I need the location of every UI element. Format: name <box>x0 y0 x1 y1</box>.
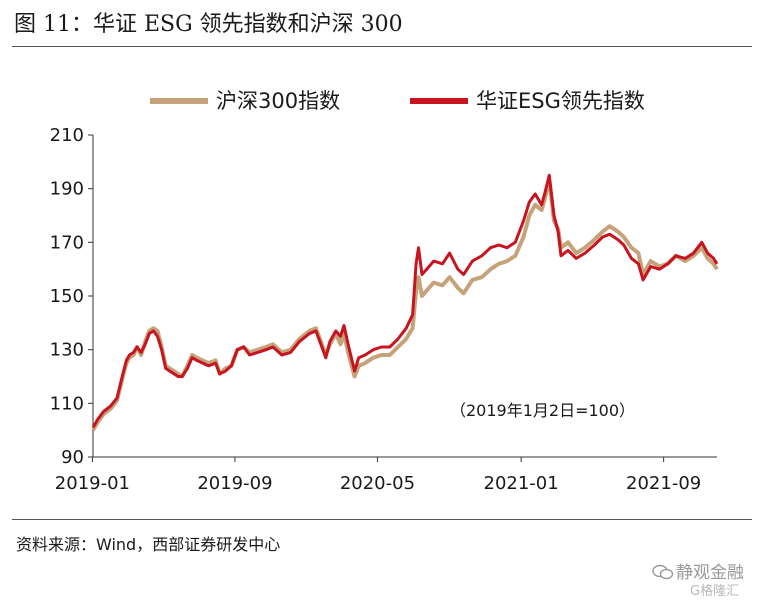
y-tick-label: 90 <box>61 447 84 468</box>
source-note: 资料来源：Wind，西部证券研发中心 <box>16 535 281 554</box>
chart-legend: 沪深300指数 华证ESG领先指数 <box>150 89 645 113</box>
x-tick-label: 2019-01 <box>55 473 130 494</box>
watermark-text: 静观金融 <box>676 563 744 583</box>
legend-label-1: 沪深300指数 <box>216 89 340 113</box>
y-tick-label: 130 <box>50 340 84 361</box>
y-tick-label: 150 <box>50 286 84 307</box>
line-chart: 90 110 130 150 170 190 210 2019-01 2019-09 2020-0… <box>50 89 719 494</box>
x-tick-label: 2021-09 <box>626 473 701 494</box>
x-tick-label: 2020-05 <box>340 473 415 494</box>
y-tick-label: 190 <box>50 179 84 200</box>
top-rule <box>12 46 752 47</box>
y-tick-label: 170 <box>50 232 84 253</box>
legend-label-2: 华证ESG领先指数 <box>476 89 645 113</box>
watermark-secondary: G格隆汇 <box>690 584 740 599</box>
chart-lines <box>91 173 719 432</box>
series-line-2 <box>91 173 719 429</box>
bottom-rule <box>12 519 752 520</box>
y-tick-label: 210 <box>50 125 84 146</box>
y-tick-label: 110 <box>50 393 84 414</box>
x-tick-label: 2021-01 <box>484 473 559 494</box>
series-line-1 <box>91 178 719 432</box>
figure-title: 图 11：华证 ESG 领先指数和沪深 300 <box>14 12 403 37</box>
watermark: 静观金融 <box>652 558 744 583</box>
base-date-annotation: （2019年1月2日=100） <box>450 401 635 420</box>
chart-axes: 90 110 130 150 170 190 210 2019-01 2019-09 2020-0… <box>50 125 717 494</box>
x-tick-label: 2019-09 <box>197 473 272 494</box>
wechat-icon <box>652 564 674 580</box>
